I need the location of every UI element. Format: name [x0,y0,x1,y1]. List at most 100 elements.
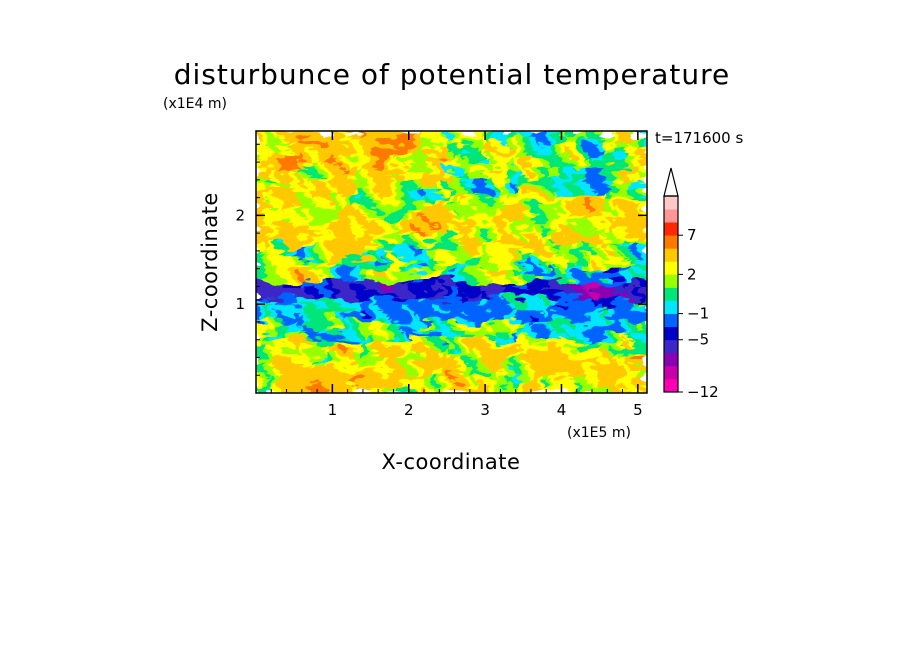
field-cell [414,201,422,210]
field-cell [444,362,453,370]
field-cell [536,196,544,204]
field-cell [573,350,581,358]
field-cell [432,315,440,323]
field-cell [402,338,410,347]
field-cell [432,309,440,317]
field-cell [444,237,453,245]
field-cell [353,154,361,162]
field-cell [548,178,557,186]
field-cell [347,237,355,245]
field-cell [603,350,612,358]
field-cell [396,321,404,329]
field-cell [493,368,502,376]
field-cell [256,344,263,353]
field-cell [371,291,379,299]
field-cell [451,297,459,305]
field-cell [414,131,422,138]
field-cell [615,201,624,210]
field-cell [573,178,581,186]
field-cell [396,356,404,364]
field-cell [310,231,318,239]
field-cell [505,178,514,186]
field-cell [609,315,618,323]
field-cell [628,344,636,353]
chart-title: disturbunce of potential temperature [174,58,731,91]
field-cell [640,219,647,227]
field-cell [518,255,526,263]
field-cell [609,207,618,216]
field-cell [334,374,343,382]
field-cell [628,356,636,364]
field-cell [371,237,379,245]
field-cell [469,213,477,222]
field-cell [628,213,636,222]
field-cell [487,362,495,370]
field-cell [622,297,630,305]
field-cell [567,285,575,293]
field-cell [402,344,410,353]
field-cell [365,374,373,382]
field-cell [536,255,544,263]
field-cell [530,213,538,222]
x-tick-label: 2 [404,401,414,419]
field-cell [261,374,269,382]
field-cell [432,386,440,393]
field-cell [402,172,410,180]
field-cell [536,350,544,358]
field-cell [597,261,605,269]
field-cell [389,237,398,245]
field-cell [451,279,459,287]
colorbar-swatch [664,287,678,301]
field-cell [542,344,550,353]
field-cell [420,338,428,347]
field-cell [322,178,331,186]
field-cell [530,285,538,293]
field-cell [279,303,288,311]
field-cell [585,273,593,281]
field-cell [530,350,538,358]
field-cell [347,386,355,393]
field-cell [634,190,642,198]
field-cell [493,225,502,233]
field-cell [463,249,471,257]
field-cell [377,267,385,275]
field-cell [341,380,349,388]
field-cell [548,315,557,323]
field-cell [615,166,624,174]
field-cell [585,225,593,233]
field-cell [256,131,263,138]
field-cell [536,261,544,269]
field-cell [518,350,526,358]
field-cell [347,291,355,299]
field-cell [530,249,538,257]
field-cell [420,297,428,305]
field-cell [634,201,642,210]
field-cell [365,261,373,269]
field-cell [457,255,465,263]
field-cell [273,285,282,293]
field-cell [469,327,477,335]
field-cell [396,207,404,216]
y-tick-label: 2 [235,206,245,224]
field-cell [420,178,428,186]
field-cell [310,368,318,376]
field-cell [304,350,312,358]
field-cell [640,273,647,281]
field-cell [603,184,612,192]
field-cell [505,225,514,233]
field-cell [359,327,367,335]
field-cell [628,148,636,156]
field-cell [505,243,514,251]
field-cell [310,142,318,150]
field-cell [487,291,495,299]
field-cell [396,327,404,335]
field-cell [396,190,404,198]
field-cell [499,231,508,239]
field-cell [261,154,269,162]
field-cell [353,261,361,269]
field-cell [444,374,453,382]
field-cell [567,279,575,287]
field-cell [524,350,532,358]
field-cell [487,219,495,227]
field-cell [536,267,544,275]
